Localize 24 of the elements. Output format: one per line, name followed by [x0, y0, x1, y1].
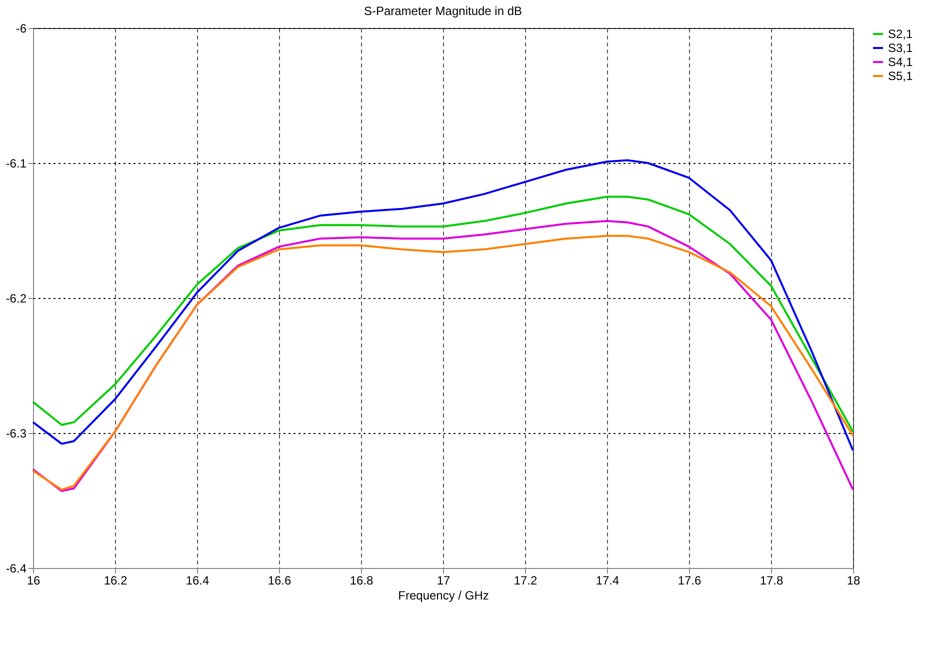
x-axis-title: Frequency / GHz: [398, 588, 489, 602]
y-tick-label: -6: [16, 22, 27, 36]
x-tick-label: 17.8: [760, 574, 784, 588]
legend-label: S4,1: [888, 55, 914, 69]
y-tick-label: -6.3: [6, 426, 27, 440]
chart-title: S-Parameter Magnitude in dB: [364, 4, 522, 18]
y-tick-label: -6.1: [6, 156, 27, 170]
legend-label: S3,1: [888, 41, 914, 55]
y-tick-label: -6.4: [6, 562, 27, 576]
x-tick-label: 16.8: [350, 574, 374, 588]
x-tick-label: 16.2: [104, 574, 128, 588]
x-tick-label: 17.6: [678, 574, 702, 588]
line-series: [32, 196, 854, 433]
y-tick-label: -6.2: [6, 292, 27, 306]
x-tick-label: 16.6: [268, 574, 292, 588]
legend-label: S5,1: [888, 69, 914, 83]
x-tick-label: 18: [846, 574, 860, 588]
x-tick-label: 16: [26, 574, 40, 588]
line-series: [32, 159, 854, 452]
legend-label: S2,1: [888, 27, 914, 41]
x-tick-label: 17.4: [596, 574, 620, 588]
x-tick-label: 16.4: [186, 574, 210, 588]
x-tick-label: 17.2: [514, 574, 538, 588]
x-tick-label: 17: [436, 574, 450, 588]
